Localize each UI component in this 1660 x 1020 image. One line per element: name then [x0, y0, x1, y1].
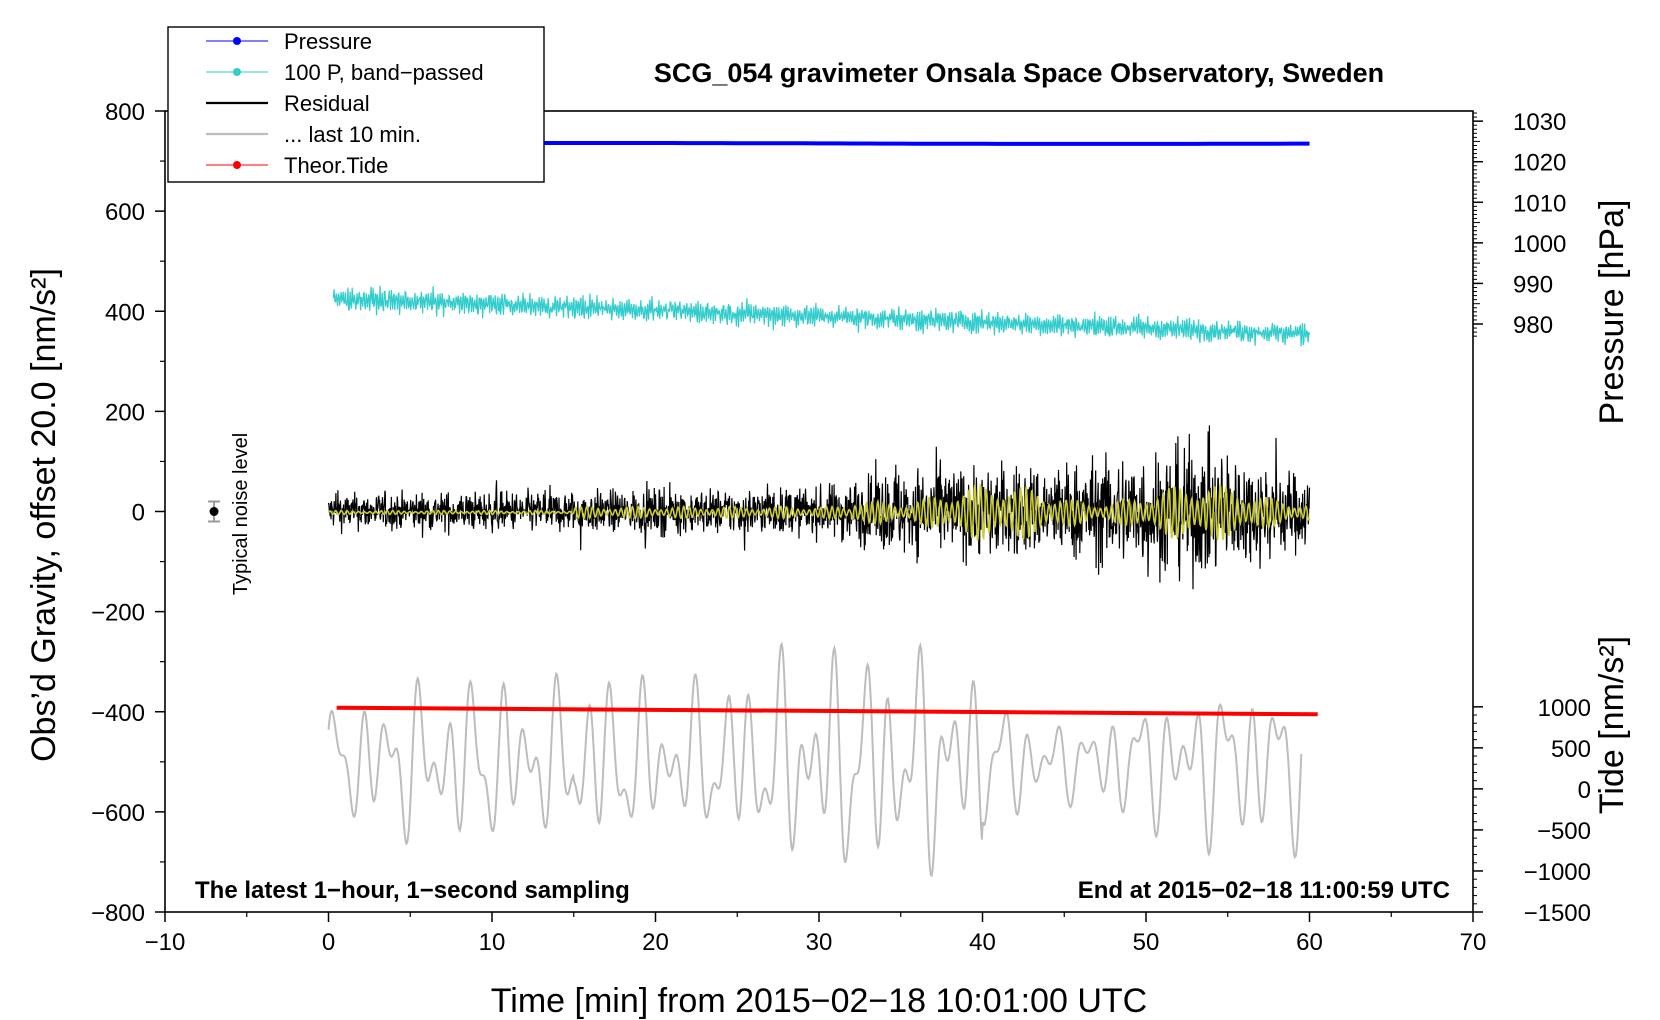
annotation-sampling: The latest 1−hour, 1−second sampling	[195, 877, 630, 904]
legend-swatch-marker	[233, 37, 241, 45]
pressure-tick-label: 1000	[1513, 231, 1566, 258]
tide-tick-label: 0	[1578, 777, 1591, 804]
tide-tick-label: −1000	[1524, 859, 1591, 886]
theor-tide-line	[336, 705, 1318, 717]
series-layer	[327, 141, 1318, 878]
y-tick-label: −200	[91, 600, 145, 627]
x-tick-label: 60	[1296, 929, 1323, 956]
y-tick-label: 400	[105, 299, 145, 326]
pressure-tick-label: 1010	[1513, 190, 1566, 217]
pressure-tick-label: 980	[1513, 312, 1553, 339]
tide-tick-label: 500	[1551, 736, 1591, 763]
y-tick-label: 800	[105, 99, 145, 126]
legend-swatch-marker	[233, 161, 241, 169]
y-tick-label: 600	[105, 199, 145, 226]
legend-swatch-marker	[233, 68, 241, 76]
legend-label: ... last 10 min.	[284, 122, 421, 147]
x-tick-label: 10	[479, 929, 506, 956]
x-tick-label: 50	[1133, 929, 1160, 956]
x-tick-label: 0	[322, 929, 335, 956]
x-tick-label: −10	[145, 929, 186, 956]
tide-tick-label: 1000	[1538, 695, 1591, 722]
smoothed-residual-line	[327, 483, 1311, 541]
tide-tick-label: −500	[1537, 818, 1591, 845]
legend-label: Residual	[284, 91, 370, 116]
y-axis-label: Obs’d Gravity, offset 20.0 [nm/s²]	[25, 268, 63, 762]
last-10-min-line	[327, 641, 1303, 878]
noise-marker-label: Typical noise level	[230, 433, 252, 595]
legend-label: Theor.Tide	[284, 153, 388, 178]
y-tick-label: 0	[132, 500, 145, 527]
annotation-end-time: End at 2015−02−18 11:00:59 UTC	[1078, 877, 1450, 904]
y-tick-label: −800	[91, 900, 145, 927]
y-tick-label: −600	[91, 800, 145, 827]
legend-label: Pressure	[284, 29, 372, 54]
chart-title: SCG_054 gravimeter Onsala Space Observat…	[654, 58, 1384, 88]
pressure-tick-label: 1020	[1513, 150, 1566, 177]
x-tick-label: 70	[1460, 929, 1487, 956]
x-axis-label: Time [min] from 2015−02−18 10:01:00 UTC	[491, 982, 1147, 1020]
legend: Pressure 100 P, band−passed Residual ... la…	[167, 26, 545, 183]
pressure-axis-label: Pressure [hPa]	[1593, 200, 1631, 425]
tide-tick-label: −1500	[1524, 900, 1591, 927]
legend-label: 100 P, band−passed	[284, 60, 484, 85]
band-passed-line	[332, 285, 1311, 347]
x-tick-label: 30	[806, 929, 833, 956]
y-tick-label: −400	[91, 700, 145, 727]
noise-marker-point	[209, 507, 219, 516]
y-tick-label: 200	[105, 399, 145, 426]
tide-axis-label: Tide [nm/s²]	[1593, 636, 1631, 814]
pressure-tick-label: 1030	[1513, 109, 1566, 136]
axes-layer: −10 0 10 20 30 40 50 60 70−800−600−400−200020040…	[25, 58, 1631, 1020]
x-tick-label: 20	[642, 929, 669, 956]
pressure-tick-label: 990	[1513, 271, 1553, 298]
x-tick-label: 40	[969, 929, 996, 956]
legend-box	[167, 26, 545, 183]
residual-line	[327, 425, 1311, 590]
